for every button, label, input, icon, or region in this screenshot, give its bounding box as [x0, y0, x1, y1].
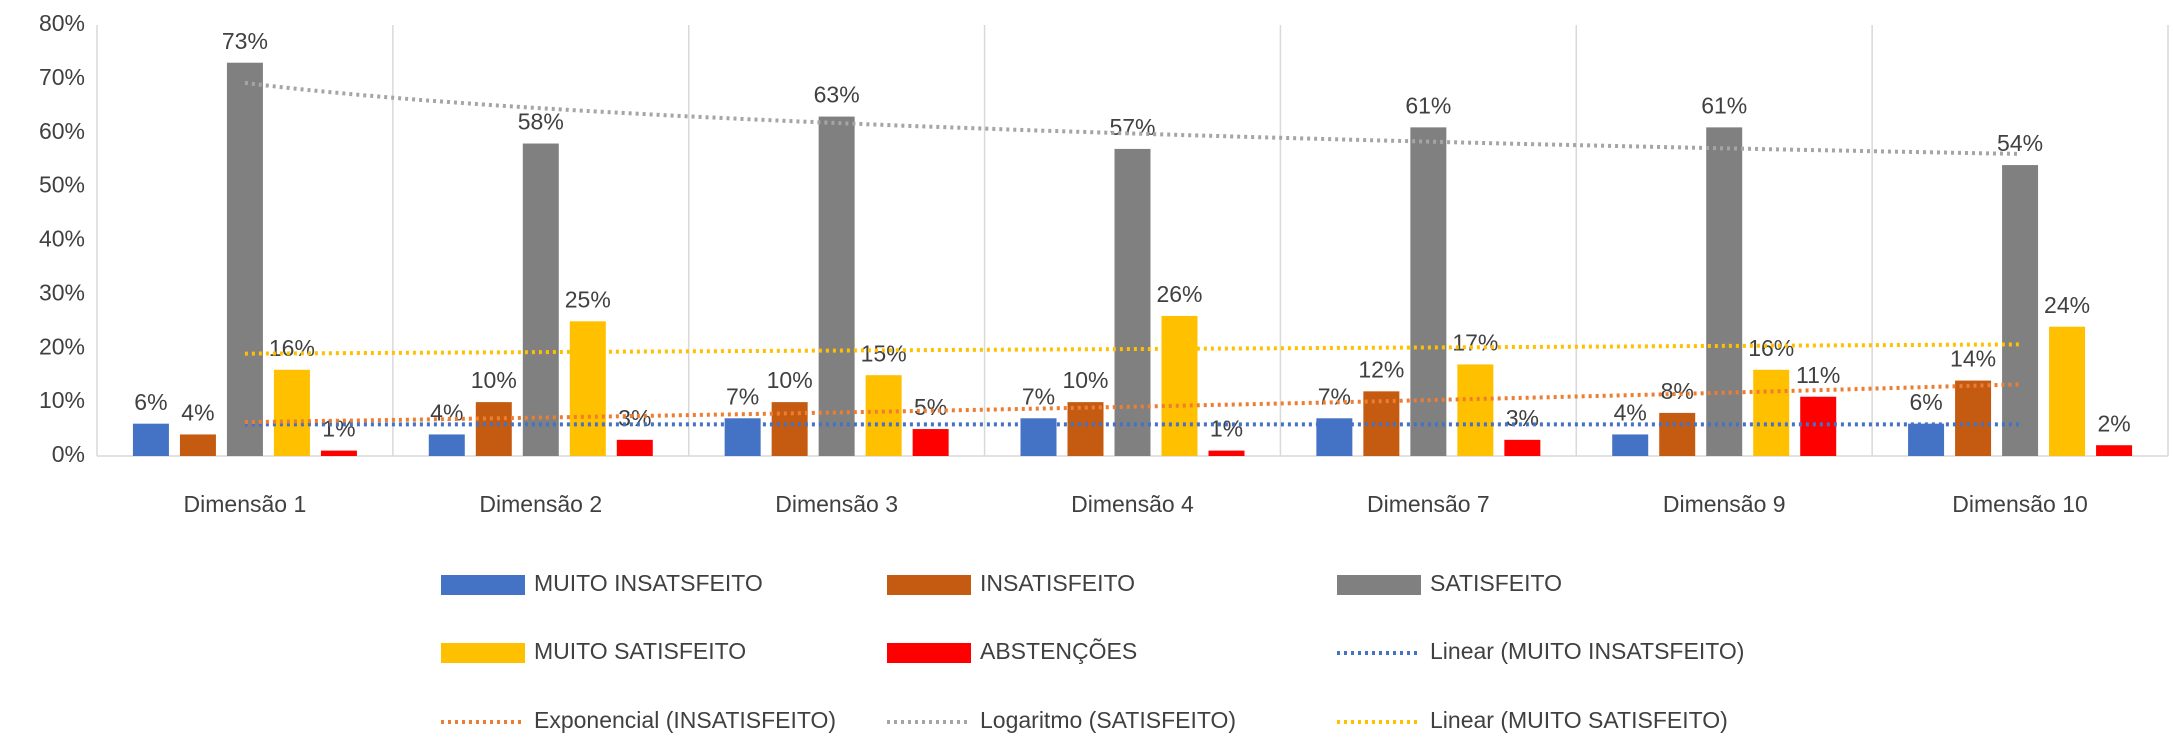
bar — [273, 369, 310, 456]
data-label: 15% — [861, 340, 907, 366]
x-tick-label: Dimensão 10 — [1952, 491, 2088, 517]
data-label: 3% — [1506, 405, 1539, 431]
bar — [2002, 165, 2039, 456]
y-tick-label: 70% — [39, 64, 85, 90]
bar — [818, 116, 855, 457]
data-label: 14% — [1950, 346, 1996, 372]
legend-swatch — [887, 643, 971, 663]
legend-label: ABSTENÇÕES — [980, 637, 1137, 664]
data-label: 2% — [2097, 410, 2130, 436]
legend-swatch — [441, 643, 525, 663]
data-label: 8% — [1661, 378, 1694, 404]
data-label: 54% — [1997, 130, 2043, 156]
data-label: 24% — [2044, 292, 2090, 318]
bar — [1457, 364, 1494, 456]
bar — [1067, 402, 1104, 456]
y-tick-label: 60% — [39, 118, 85, 144]
bar — [771, 402, 808, 456]
bar — [1410, 127, 1447, 457]
legend-swatch — [1337, 575, 1421, 595]
data-label: 61% — [1701, 92, 1747, 118]
trendline — [244, 80, 2021, 156]
y-tick-label: 80% — [39, 10, 85, 36]
legend-label: Exponencial (INSATISFEITO) — [534, 707, 836, 733]
bar — [428, 434, 465, 456]
legend-label: MUITO INSATSFEITO — [534, 570, 763, 596]
data-label: 10% — [1062, 367, 1108, 393]
data-label: 73% — [222, 28, 268, 54]
data-label: 4% — [430, 400, 463, 426]
data-label: 4% — [1614, 400, 1647, 426]
bar — [1114, 148, 1151, 456]
bar — [1316, 418, 1353, 456]
x-tick-label: Dimensão 3 — [775, 491, 898, 517]
legend-label: Linear (MUITO INSATSFEITO) — [1430, 638, 1744, 664]
legend-label: Logaritmo (SATISFEITO) — [980, 707, 1236, 733]
legend-label: SATISFEITO — [1430, 570, 1562, 596]
bar — [1800, 396, 1837, 456]
bar — [1504, 439, 1541, 456]
trendline — [244, 342, 2021, 356]
data-label: 63% — [814, 82, 860, 108]
data-label: 10% — [471, 367, 517, 393]
bar — [865, 375, 902, 456]
data-label: 11% — [1796, 362, 1840, 388]
y-tick-label: 0% — [52, 441, 85, 467]
y-tick-label: 50% — [39, 172, 85, 198]
legend-label: MUITO SATISFEITO — [534, 638, 746, 664]
x-tick-label: Dimensão 2 — [479, 491, 602, 517]
legend-swatch — [441, 575, 525, 595]
bar — [569, 321, 606, 456]
x-tick-label: Dimensão 4 — [1071, 491, 1194, 517]
x-tick-label: Dimensão 1 — [184, 491, 307, 517]
bar — [912, 429, 949, 456]
data-label: 7% — [1022, 383, 1055, 409]
data-label: 6% — [1909, 389, 1942, 415]
y-tick-label: 10% — [39, 387, 85, 413]
x-tick-label: Dimensão 7 — [1367, 491, 1490, 517]
bar — [2096, 445, 2133, 456]
bar — [1612, 434, 1649, 456]
y-tick-label: 40% — [39, 226, 85, 252]
bar — [179, 434, 216, 456]
bar — [1659, 412, 1696, 456]
bar — [522, 143, 559, 456]
data-label: 7% — [1318, 383, 1351, 409]
bar — [475, 402, 512, 456]
bar — [1753, 369, 1790, 456]
data-label: 16% — [269, 335, 315, 361]
data-label: 16% — [1748, 335, 1794, 361]
bar — [1208, 450, 1245, 456]
data-label: 57% — [1109, 114, 1155, 140]
data-label: 12% — [1358, 356, 1404, 382]
bar — [1955, 380, 1992, 456]
data-label: 25% — [565, 286, 611, 312]
legend-swatch — [887, 575, 971, 595]
data-label: 26% — [1156, 281, 1202, 307]
data-label: 6% — [134, 389, 167, 415]
legend-label: INSATISFEITO — [980, 570, 1135, 596]
bar — [226, 62, 263, 457]
bar — [1161, 315, 1198, 456]
data-label: 61% — [1405, 92, 1451, 118]
bar — [320, 450, 357, 456]
data-label: 58% — [518, 109, 564, 135]
bar — [616, 439, 653, 456]
bar — [132, 423, 169, 456]
data-label: 17% — [1452, 329, 1498, 355]
data-label: 1% — [1210, 416, 1243, 442]
data-label: 7% — [726, 383, 759, 409]
legend-label: Linear (MUITO SATISFEITO) — [1430, 707, 1728, 733]
data-label: 4% — [181, 400, 214, 426]
bar — [2049, 326, 2086, 456]
trendline — [244, 382, 2021, 425]
data-label: 10% — [767, 367, 813, 393]
x-tick-label: Dimensão 9 — [1663, 491, 1786, 517]
y-tick-label: 20% — [39, 333, 85, 359]
bar — [1908, 423, 1945, 456]
data-label: 5% — [914, 394, 947, 420]
y-tick-label: 30% — [39, 279, 85, 305]
bar — [1706, 127, 1743, 457]
